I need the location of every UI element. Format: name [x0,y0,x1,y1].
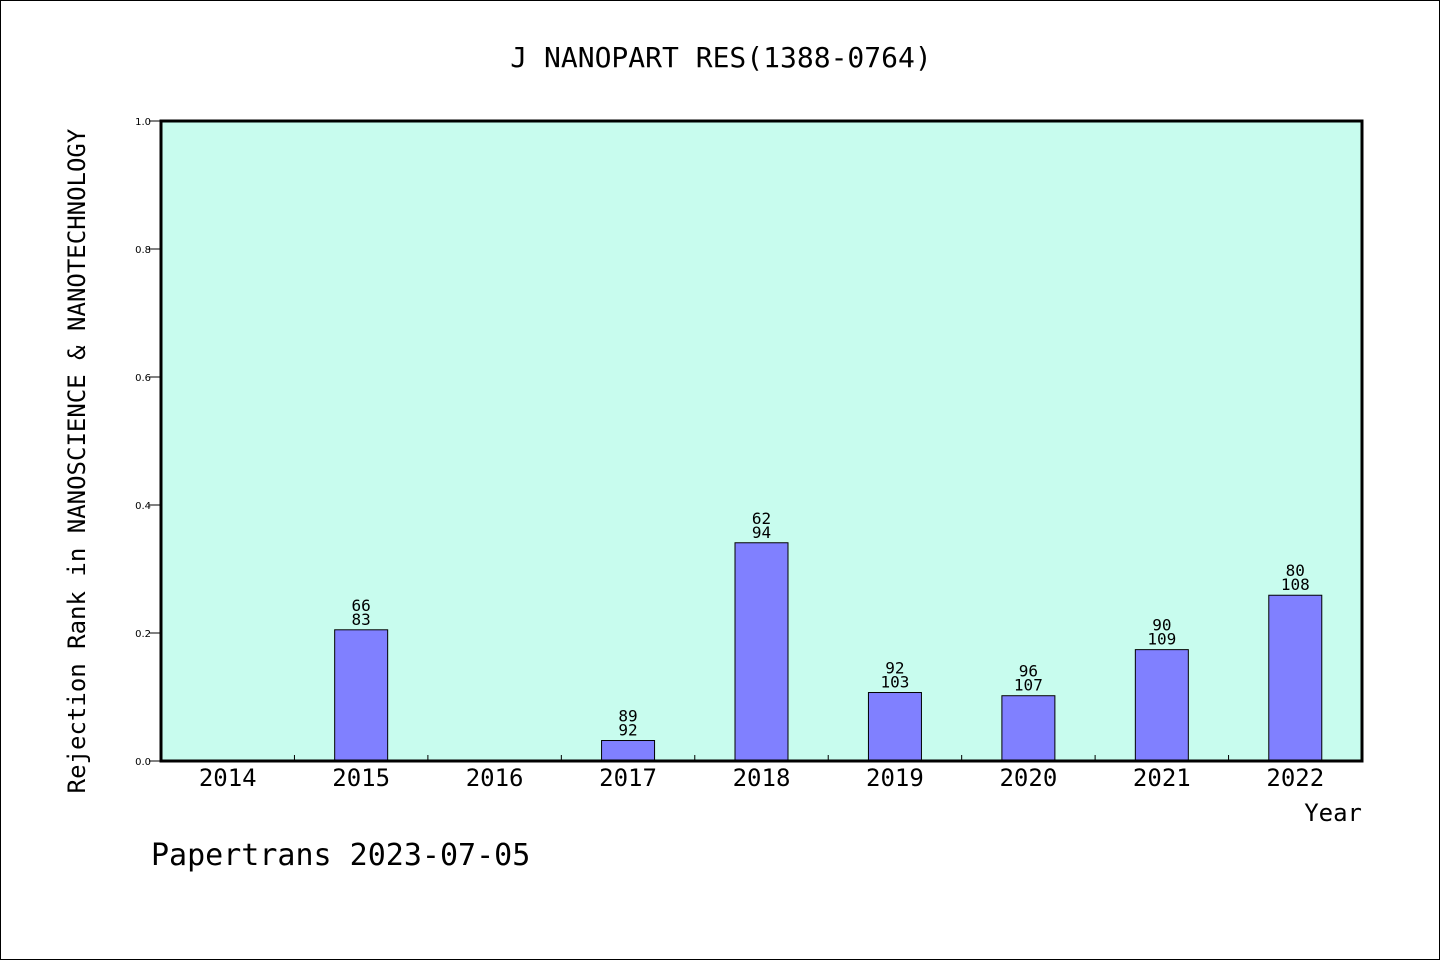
chart-title: J NANOPART RES(1388-0764) [510,41,931,74]
x-tick-label-2022: 2022 [1266,764,1324,792]
bar-label-bottom-2020: 107 [1014,676,1043,695]
axis-ticks: 2014 2015 2016 2017 2018 2019 2020 2021 2022 0.0 0… [135,117,1324,792]
y-tick-label-4: 0.8 [135,245,151,256]
bar-label-bottom-2019: 103 [880,673,909,692]
bar-label-bottom-2021: 109 [1147,630,1176,649]
x-tick-label-2019: 2019 [866,764,924,792]
bar-label-top-2018: 62 [752,509,771,528]
bar-label-top-2017: 89 [618,707,637,726]
plot-frame [159,119,1364,763]
bar-2019 [867,692,922,762]
x-axis-label: Year [1304,799,1362,827]
bar-label-bottom-2022: 108 [1281,575,1310,594]
x-tick-label-2015: 2015 [332,764,390,792]
bar-label-top-2015: 66 [352,596,371,615]
y-tick-label-3: 0.6 [135,373,151,384]
x-tick-label-2017: 2017 [599,764,657,792]
y-tick-label-2: 0.4 [135,501,151,512]
bar-label-top-2020: 96 [1019,662,1038,681]
x-tick-label-2014: 2014 [199,764,257,792]
bar-2022 [1268,594,1323,762]
bar-2020 [1001,695,1056,762]
x-tick-label-2016: 2016 [466,764,524,792]
x-tick-label-2020: 2020 [999,764,1057,792]
bar-2015 [334,629,389,762]
x-tick-label-2021: 2021 [1133,764,1191,792]
bar-label-top-2021: 90 [1152,616,1171,635]
bar-label-bottom-2018: 94 [752,523,771,542]
y-tick-label-1: 0.2 [135,629,151,640]
bar-2018 [734,542,789,762]
bar-2017 [601,740,656,762]
bar-label-top-2019: 92 [885,659,904,678]
bar-2021 [1134,649,1189,762]
bar-label-bottom-2015: 83 [352,610,371,629]
y-tick-label-0: 0.0 [135,757,151,768]
x-tick-label-2018: 2018 [733,764,791,792]
y-tick-label-5: 1.0 [135,117,151,128]
bar-label-bottom-2017: 92 [618,721,637,740]
y-axis-label: Rejection Rank in NANOSCIENCE & NANOTECH… [63,128,91,793]
footer-credit: Papertrans 2023-07-05 [151,838,530,873]
bar-label-top-2022: 80 [1286,561,1305,580]
